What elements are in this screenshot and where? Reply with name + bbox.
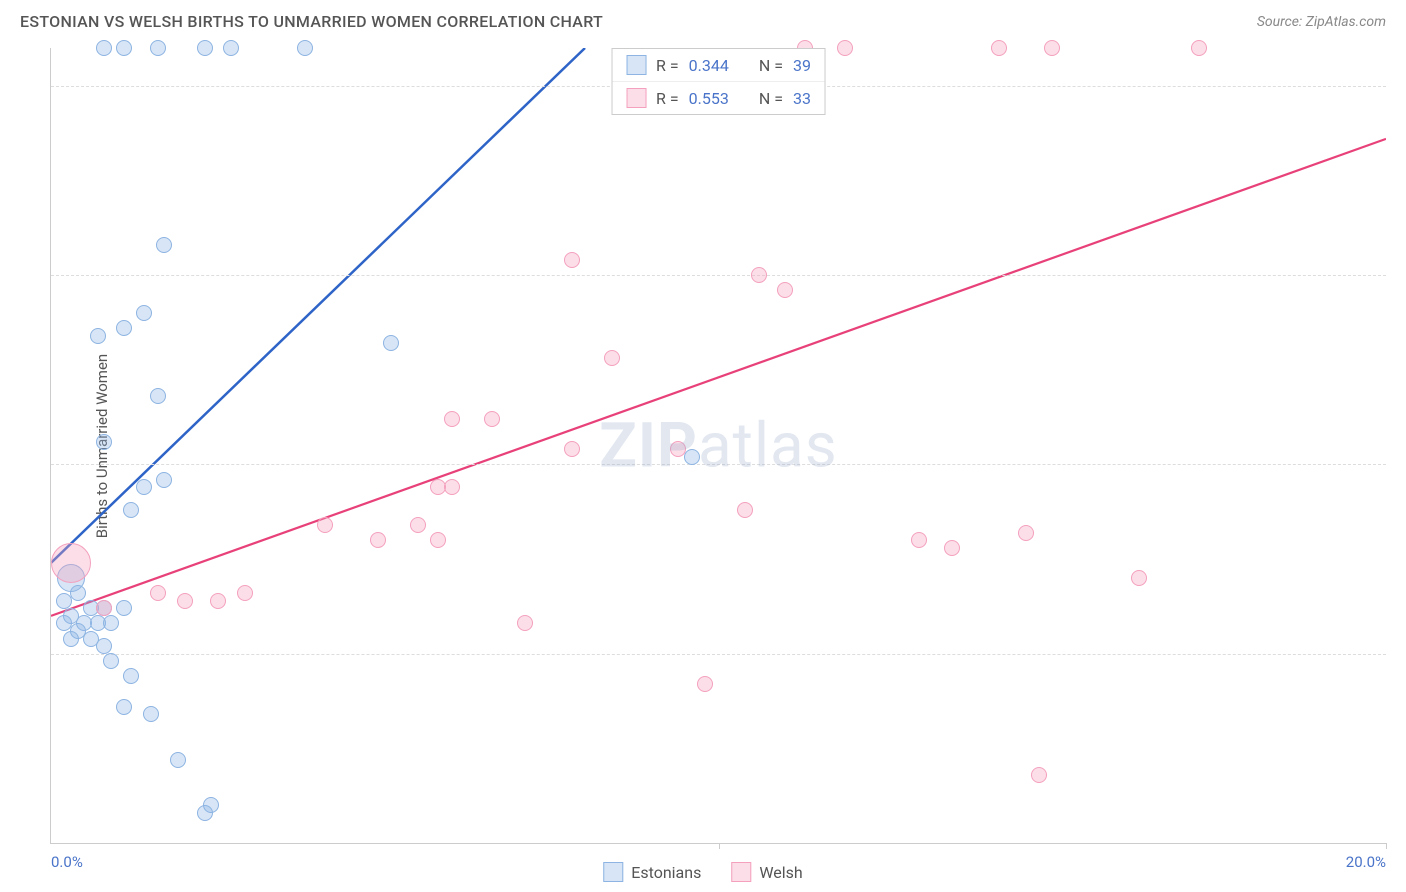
scatter-point (116, 600, 132, 616)
legend-n-value: 39 (793, 56, 811, 75)
scatter-point (116, 40, 132, 56)
scatter-point (116, 699, 132, 715)
y-tick-label: 50.0% (1396, 455, 1406, 473)
scatter-point (604, 350, 620, 366)
scatter-point (136, 305, 152, 321)
scatter-point (444, 479, 460, 495)
scatter-point (90, 328, 106, 344)
scatter-point (430, 532, 446, 548)
scatter-point (484, 411, 500, 427)
x-tick-mark (719, 843, 720, 849)
correlation-legend: R = 0.344 N = 39 R = 0.553 N = 33 (611, 48, 826, 115)
x-tick-label: 20.0% (1346, 853, 1386, 871)
legend-swatch (626, 88, 646, 108)
trend-line (51, 48, 585, 563)
scatter-point (150, 585, 166, 601)
legend-n-label: N = (759, 56, 783, 75)
y-tick-label: 25.0% (1396, 645, 1406, 663)
scatter-point (51, 543, 91, 583)
scatter-point (444, 411, 460, 427)
scatter-point (56, 593, 72, 609)
scatter-point (370, 532, 386, 548)
scatter-point (197, 805, 213, 821)
series-legend-label: Estonians (631, 863, 701, 882)
scatter-point (197, 40, 213, 56)
scatter-point (150, 388, 166, 404)
y-tick-label: 100.0% (1396, 77, 1406, 95)
trend-lines-svg (51, 48, 1386, 843)
series-legend-label: Welsh (759, 863, 802, 882)
watermark-light: atlas (698, 409, 838, 482)
scatter-point (737, 502, 753, 518)
legend-swatch (731, 862, 751, 882)
series-legend-item: Estonians (603, 862, 701, 882)
scatter-point (123, 502, 139, 518)
watermark: ZIPatlas (599, 409, 838, 482)
scatter-point (136, 479, 152, 495)
legend-swatch (626, 55, 646, 75)
scatter-point (170, 752, 186, 768)
scatter-point (223, 40, 239, 56)
legend-swatch (603, 862, 623, 882)
scatter-point (670, 441, 686, 457)
legend-row: R = 0.344 N = 39 (612, 49, 825, 81)
scatter-point (103, 615, 119, 631)
chart-source: Source: ZipAtlas.com (1257, 14, 1386, 30)
gridline (51, 464, 1386, 465)
scatter-point (96, 600, 112, 616)
scatter-point (123, 668, 139, 684)
scatter-point (237, 585, 253, 601)
x-tick-mark (1386, 843, 1387, 849)
legend-r-value: 0.553 (689, 89, 729, 108)
scatter-point (1191, 40, 1207, 56)
trend-line (51, 139, 1386, 616)
scatter-point (143, 706, 159, 722)
chart-title: ESTONIAN VS WELSH BIRTHS TO UNMARRIED WO… (20, 12, 603, 31)
scatter-point (103, 653, 119, 669)
scatter-point (96, 40, 112, 56)
scatter-point (1018, 525, 1034, 541)
scatter-point (911, 532, 927, 548)
scatter-point (297, 40, 313, 56)
x-tick-label: 0.0% (51, 853, 83, 871)
scatter-point (410, 517, 426, 533)
scatter-point (944, 540, 960, 556)
scatter-chart: ZIPatlas R =0.344N =39R =0.553N =33 25.0… (50, 48, 1386, 844)
legend-r-label: R = (656, 89, 679, 108)
scatter-point (777, 282, 793, 298)
scatter-point (751, 267, 767, 283)
scatter-point (837, 40, 853, 56)
scatter-point (156, 237, 172, 253)
legend-row: R = 0.553 N = 33 (612, 81, 825, 114)
scatter-point (564, 252, 580, 268)
scatter-point (96, 638, 112, 654)
scatter-point (63, 631, 79, 647)
scatter-point (150, 40, 166, 56)
legend-r-label: R = (656, 56, 679, 75)
scatter-point (991, 40, 1007, 56)
scatter-point (697, 676, 713, 692)
legend-n-label: N = (759, 89, 783, 108)
scatter-point (564, 441, 580, 457)
scatter-point (1131, 570, 1147, 586)
chart-header: ESTONIAN VS WELSH BIRTHS TO UNMARRIED WO… (0, 0, 1406, 39)
series-legend: Estonians Welsh (603, 862, 802, 882)
scatter-point (210, 593, 226, 609)
legend-r-value: 0.344 (689, 56, 729, 75)
legend-n-value: 33 (793, 89, 811, 108)
scatter-point (517, 615, 533, 631)
series-legend-item: Welsh (731, 862, 802, 882)
scatter-point (317, 517, 333, 533)
scatter-point (116, 320, 132, 336)
scatter-point (177, 593, 193, 609)
y-tick-label: 75.0% (1396, 266, 1406, 284)
scatter-point (383, 335, 399, 351)
gridline (51, 654, 1386, 655)
gridline (51, 275, 1386, 276)
scatter-point (1031, 767, 1047, 783)
scatter-point (96, 434, 112, 450)
scatter-point (156, 472, 172, 488)
scatter-point (1044, 40, 1060, 56)
